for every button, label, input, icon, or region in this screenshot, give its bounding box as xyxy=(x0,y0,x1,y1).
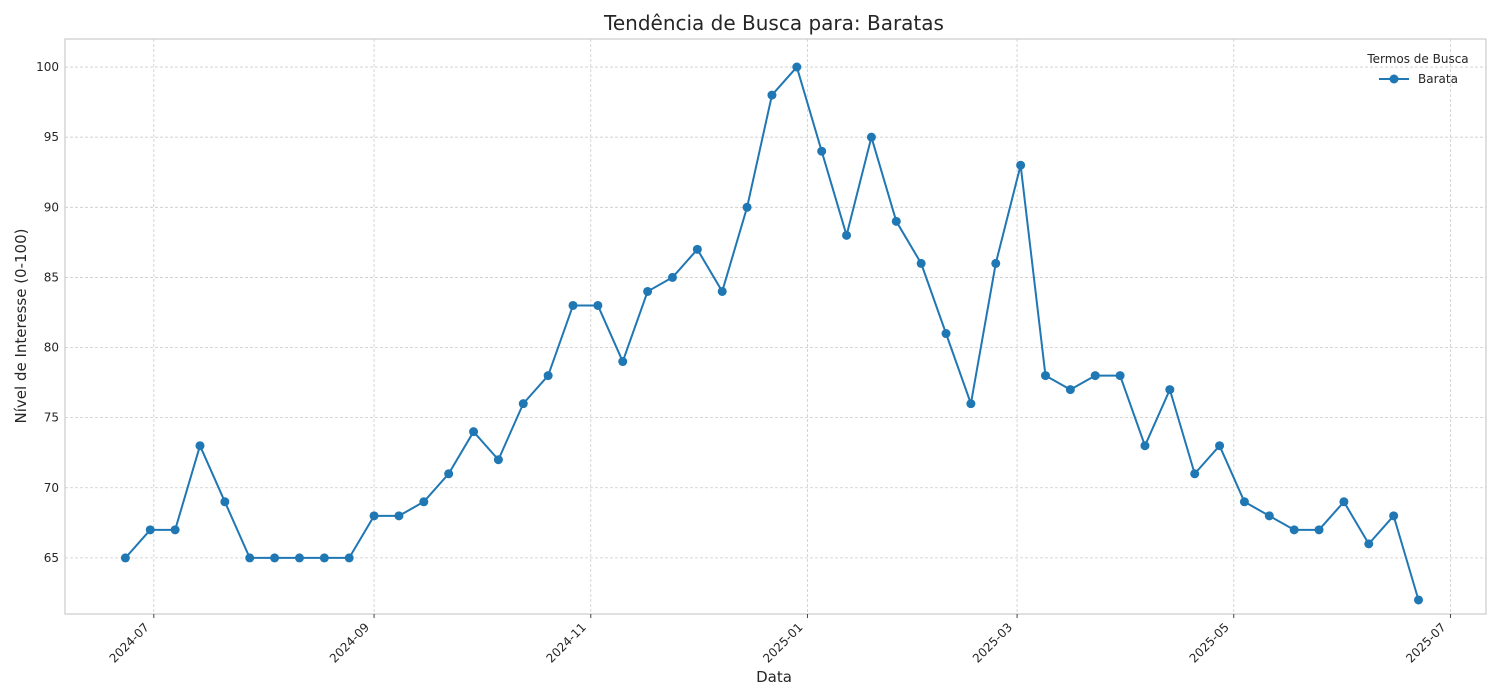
data-point xyxy=(767,90,777,100)
series-line xyxy=(124,66,1420,601)
data-point xyxy=(493,455,503,465)
data-point xyxy=(866,132,876,142)
data-point xyxy=(792,62,802,72)
grid xyxy=(65,39,1486,614)
data-point xyxy=(444,469,454,479)
x-tick-label: 2025-05 xyxy=(1187,620,1232,665)
data-point xyxy=(220,497,230,507)
data-point xyxy=(518,399,528,409)
data-point xyxy=(891,216,901,226)
data-point xyxy=(469,427,479,437)
chart-title: Tendência de Busca para: Baratas xyxy=(603,11,944,35)
data-point xyxy=(1389,511,1399,521)
data-point xyxy=(966,399,976,409)
data-point xyxy=(941,329,951,339)
x-tick-label: 2025-03 xyxy=(970,620,1015,665)
y-tick-label: 75 xyxy=(44,411,59,425)
data-point xyxy=(643,286,653,296)
data-point xyxy=(1190,469,1200,479)
data-point xyxy=(1215,441,1225,451)
data-point xyxy=(1165,385,1175,395)
x-tick-label: 2025-01 xyxy=(760,620,805,665)
data-point xyxy=(916,258,926,268)
data-point xyxy=(1339,497,1349,507)
data-point xyxy=(419,497,429,507)
y-tick-label: 65 xyxy=(44,551,59,565)
x-tick-label: 2025-07 xyxy=(1403,620,1448,665)
x-tick-label: 2024-07 xyxy=(107,620,152,665)
data-point xyxy=(394,511,404,521)
data-point xyxy=(294,553,304,563)
series-barata xyxy=(120,62,1424,605)
data-point xyxy=(842,230,852,240)
y-axis-label: Nível de Interesse (0-100) xyxy=(12,229,30,424)
data-point xyxy=(593,300,603,310)
data-point xyxy=(170,525,180,535)
data-point xyxy=(817,146,827,156)
data-point xyxy=(145,525,155,535)
data-point xyxy=(1016,160,1026,170)
legend-title: Termos de Busca xyxy=(1366,52,1468,66)
plot-area xyxy=(64,38,1487,615)
data-point xyxy=(195,441,205,451)
y-tick-label: 70 xyxy=(44,481,59,495)
data-point xyxy=(1314,525,1324,535)
data-point xyxy=(1289,525,1299,535)
data-point xyxy=(1065,385,1075,395)
data-point xyxy=(667,272,677,282)
data-point xyxy=(120,553,130,563)
data-point xyxy=(991,258,1001,268)
data-point xyxy=(618,357,628,367)
x-tick-label: 2024-11 xyxy=(544,620,589,665)
data-point xyxy=(1264,511,1274,521)
y-tick-label: 95 xyxy=(44,130,59,144)
data-point xyxy=(1090,371,1100,381)
data-point xyxy=(1239,497,1249,507)
data-point xyxy=(742,202,752,212)
data-point xyxy=(319,553,329,563)
data-point xyxy=(1414,595,1424,605)
data-point xyxy=(568,300,578,310)
data-point xyxy=(692,244,702,254)
x-tick-label: 2024-09 xyxy=(327,620,372,665)
y-tick-label: 80 xyxy=(44,341,59,355)
y-tick-label: 90 xyxy=(44,200,59,214)
x-axis-label: Data xyxy=(756,668,792,686)
y-tick-label: 85 xyxy=(44,270,59,284)
data-point xyxy=(245,553,255,563)
data-point xyxy=(1115,371,1125,381)
legend-marker-barata xyxy=(1389,74,1399,84)
data-point xyxy=(270,553,280,563)
data-point xyxy=(344,553,354,563)
legend: Termos de Busca Barata xyxy=(1366,52,1468,86)
data-point xyxy=(717,286,727,296)
y-tick-label: 100 xyxy=(36,60,59,74)
data-point xyxy=(369,511,379,521)
data-point xyxy=(1040,371,1050,381)
data-point xyxy=(543,371,553,381)
y-axis: 65 70 75 80 85 90 95 100 xyxy=(36,60,59,565)
legend-label-barata: Barata xyxy=(1418,72,1458,86)
x-axis: 2024-07 2024-09 2024-11 2025-01 2025-03 2025-… xyxy=(107,614,1451,666)
data-point xyxy=(1140,441,1150,451)
data-point xyxy=(1364,539,1374,549)
